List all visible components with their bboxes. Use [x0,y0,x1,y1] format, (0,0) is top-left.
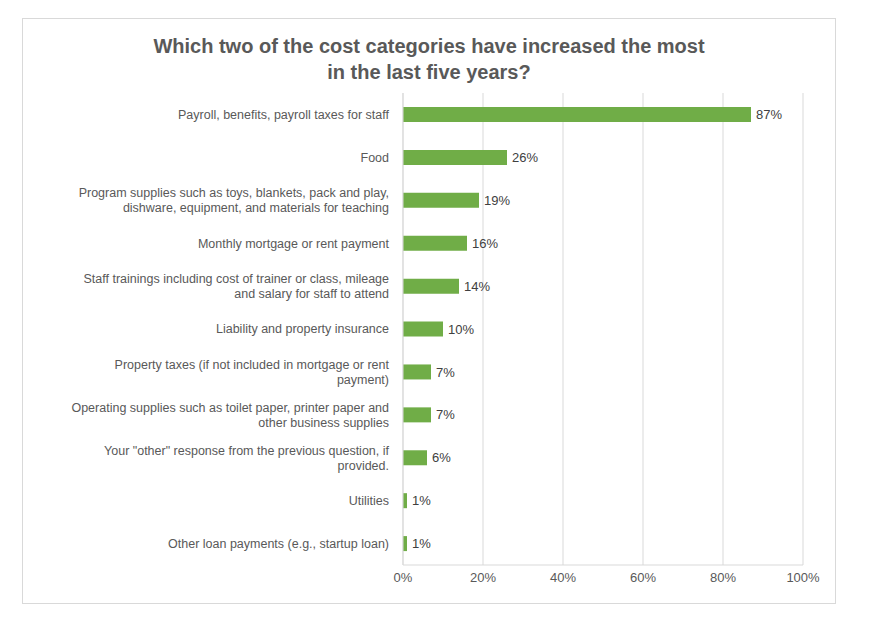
svg-text:Other loan payments (e.g., sta: Other loan payments (e.g., startup loan) [168,537,389,551]
svg-text:20%: 20% [470,570,496,585]
svg-text:100%: 100% [786,570,820,585]
svg-text:7%: 7% [436,407,455,422]
svg-text:40%: 40% [550,570,576,585]
svg-text:1%: 1% [412,536,431,551]
svg-text:Utilities: Utilities [349,494,389,508]
svg-text:6%: 6% [432,450,451,465]
svg-text:Liability and property insuran: Liability and property insurance [216,322,389,336]
svg-text:26%: 26% [512,150,538,165]
svg-text:87%: 87% [756,107,782,122]
svg-text:Program supplies such as toys,: Program supplies such as toys, blankets,… [79,186,389,215]
svg-text:7%: 7% [436,365,455,380]
svg-text:Payroll, benefits, payroll tax: Payroll, benefits, payroll taxes for sta… [178,108,390,122]
svg-text:60%: 60% [630,570,656,585]
svg-text:Monthly mortgage or rent payme: Monthly mortgage or rent payment [198,237,390,251]
svg-text:0%: 0% [394,570,413,585]
svg-text:80%: 80% [710,570,736,585]
svg-text:10%: 10% [448,322,474,337]
html-text:Which two of the cost categori: Which two of the cost categories have in… [153,35,705,83]
svg-text:Staff trainings including cost: Staff trainings including cost of traine… [84,272,390,301]
svg-text:Operating supplies such as toi: Operating supplies such as toilet paper,… [71,401,389,430]
svg-text:16%: 16% [472,236,498,251]
svg-text:Food: Food [361,151,390,165]
svg-text:19%: 19% [484,193,510,208]
svg-text:Property taxes (if not include: Property taxes (if not included in mortg… [115,358,390,387]
svg-text:1%: 1% [412,493,431,508]
svg-text:Your "other" response from the: Your "other" response from the previous … [104,444,389,473]
svg-text:14%: 14% [464,279,490,294]
